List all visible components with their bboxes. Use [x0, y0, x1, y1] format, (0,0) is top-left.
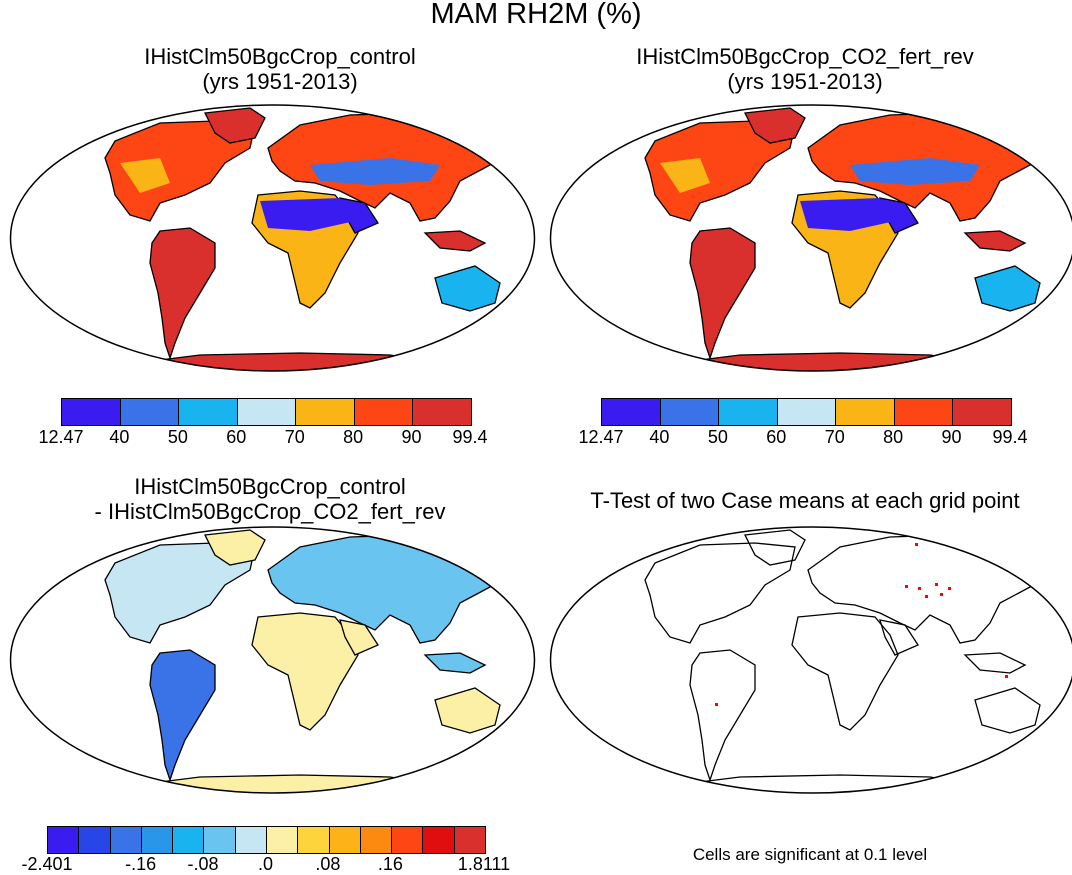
- land-indonesia: [965, 653, 1025, 673]
- colorbar-swatch: [719, 399, 778, 425]
- colorbar-swatch: [602, 399, 661, 425]
- colorbar-swatch: [296, 399, 355, 425]
- colorbar-tick-label: 60: [766, 427, 786, 448]
- map-panel-co2-fert-rev: [540, 98, 1072, 378]
- colorbar-swatch: [413, 399, 471, 425]
- significant-cell: [918, 587, 921, 590]
- colorbar-swatch: [79, 827, 110, 853]
- panel-2-title-line2: (yrs 1951-2013): [555, 69, 1055, 94]
- colorbar-tick-label: 80: [343, 427, 363, 448]
- land-southAmerica: [150, 228, 215, 358]
- colorbar-tick-label: 50: [708, 427, 728, 448]
- significance-note: Cells are significant at 0.1 level: [600, 845, 1020, 865]
- significant-cell: [905, 585, 908, 588]
- land-indonesia: [425, 231, 485, 251]
- colorbar-swatch: [953, 399, 1011, 425]
- significant-cell: [1005, 675, 1008, 678]
- land-southAmerica: [690, 650, 755, 780]
- colorbar-difference: [47, 826, 486, 854]
- land-africa: [252, 613, 358, 730]
- colorbar-tick-label: 50: [168, 427, 188, 448]
- colorbar-swatch: [121, 399, 180, 425]
- land-africa: [792, 613, 898, 730]
- colorbar-swatch: [236, 827, 267, 853]
- panel-3-title: IHistClm50BgcCrop_control - IHistClm50Bg…: [20, 474, 520, 524]
- colorbar-swatch: [423, 827, 454, 853]
- colorbar-swatch: [361, 827, 392, 853]
- land-australia: [975, 266, 1040, 311]
- significant-cell: [715, 703, 718, 706]
- panel-1-title-line1: IHistClm50BgcCrop_control: [30, 44, 530, 69]
- colorbar-swatch: [62, 399, 121, 425]
- colorbar-swatch: [895, 399, 954, 425]
- colorbar-swatch: [111, 827, 142, 853]
- colorbar-swatch: [392, 827, 423, 853]
- colorbar-control: [61, 398, 472, 426]
- colorbar-tick-label: 80: [883, 427, 903, 448]
- colorbar-tick-label: 90: [942, 427, 962, 448]
- colorbar-tick-label: -.16: [125, 854, 156, 875]
- colorbar-tick-label: -.08: [188, 854, 219, 875]
- land-indonesia: [965, 231, 1025, 251]
- colorbar-tick-label: -2.401: [21, 854, 72, 875]
- colorbar-swatch: [355, 399, 414, 425]
- colorbar-swatch: [455, 827, 485, 853]
- colorbar-tick-label: 70: [825, 427, 845, 448]
- panel-1-title-line2: (yrs 1951-2013): [30, 69, 530, 94]
- significant-cell: [935, 583, 938, 586]
- panel-1-title: IHistClm50BgcCrop_control (yrs 1951-2013…: [30, 44, 530, 94]
- colorbar-tick-label: .0: [258, 854, 273, 875]
- colorbar-tick-label: 12.47: [38, 427, 83, 448]
- land-australia: [435, 266, 500, 311]
- colorbar-swatch: [204, 827, 235, 853]
- land-greenland: [745, 530, 805, 565]
- colorbar-tick-label: 40: [649, 427, 669, 448]
- colorbar-swatch: [238, 399, 297, 425]
- land-eurasia: [808, 535, 1070, 643]
- land-arabia: [880, 620, 918, 655]
- colorbar-tick-label: 12.47: [578, 427, 623, 448]
- colorbar-co2-fert-rev: [601, 398, 1012, 426]
- colorbar-swatch: [330, 827, 361, 853]
- colorbar-swatch: [142, 827, 173, 853]
- map-panel-ttest: [540, 520, 1072, 800]
- panel-3-title-line1: IHistClm50BgcCrop_control: [20, 474, 520, 499]
- panel-2-title-line1: IHistClm50BgcCrop_CO2_fert_rev: [555, 44, 1055, 69]
- colorbar-tick-label: 1.8111: [458, 854, 510, 875]
- panel-2-title: IHistClm50BgcCrop_CO2_fert_rev (yrs 1951…: [555, 44, 1055, 94]
- land-indonesia: [425, 653, 485, 673]
- colorbar-tick-label: 90: [402, 427, 422, 448]
- colorbar-tick-label: 70: [285, 427, 305, 448]
- figure-title: MAM RH2M (%): [0, 0, 1072, 31]
- colorbar-tick-label: 60: [226, 427, 246, 448]
- colorbar-tick-label: .08: [315, 854, 340, 875]
- map-panel-control: [0, 98, 545, 378]
- land-southAmerica: [150, 650, 215, 780]
- land-australia: [975, 688, 1040, 733]
- colorbar-tick-label: 99.4: [992, 427, 1027, 448]
- significant-cell: [915, 543, 918, 546]
- significant-cell: [925, 595, 928, 598]
- colorbar-swatch: [836, 399, 895, 425]
- colorbar-swatch: [267, 827, 298, 853]
- colorbar-tick-label: .16: [378, 854, 403, 875]
- significant-cell: [948, 587, 951, 590]
- land-southAmerica: [690, 228, 755, 358]
- land-australia: [435, 688, 500, 733]
- colorbar-tick-label: 99.4: [452, 427, 487, 448]
- colorbar-swatch: [661, 399, 720, 425]
- significant-cell: [940, 593, 943, 596]
- panel-4-title-line1: T-Test of two Case means at each grid po…: [545, 488, 1065, 513]
- panel-4-title: T-Test of two Case means at each grid po…: [545, 488, 1065, 513]
- colorbar-swatch: [48, 827, 79, 853]
- colorbar-tick-label: 40: [109, 427, 129, 448]
- colorbar-swatch: [179, 399, 238, 425]
- map-panel-difference: [0, 520, 545, 800]
- land-northAmerica: [645, 543, 795, 643]
- colorbar-swatch: [173, 827, 204, 853]
- colorbar-swatch: [778, 399, 837, 425]
- colorbar-swatch: [298, 827, 329, 853]
